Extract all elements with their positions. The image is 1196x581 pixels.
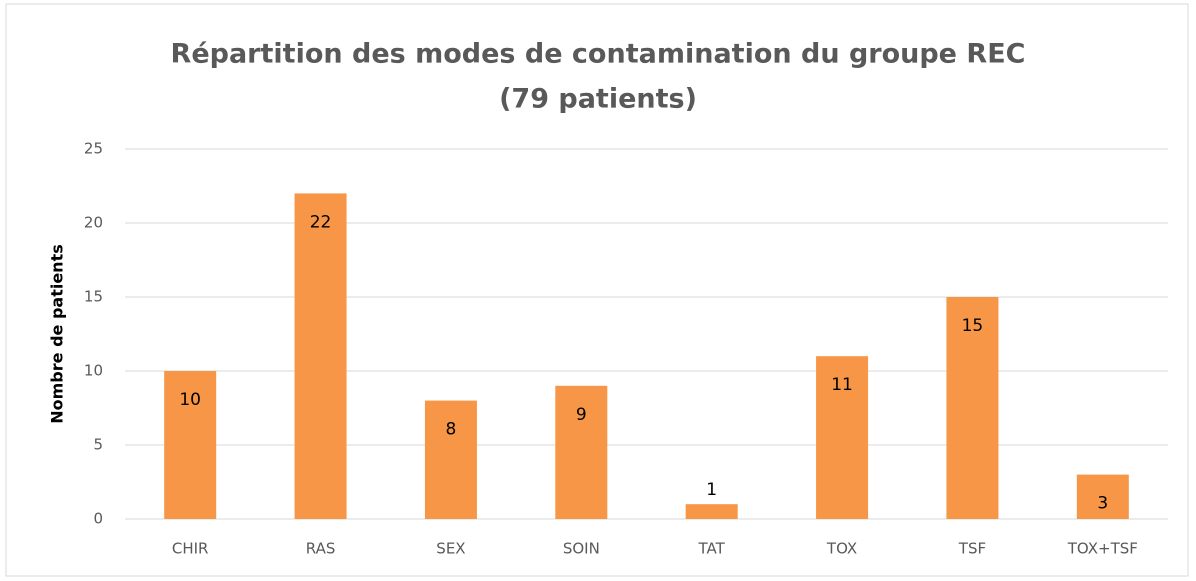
x-tick-label: CHIR [172, 540, 209, 558]
bar [685, 504, 738, 519]
y-tick-label: 25 [84, 140, 103, 158]
y-tick-label: 20 [84, 214, 103, 232]
x-tick-label: SOIN [563, 540, 600, 558]
bar [424, 400, 477, 519]
data-label: 1 [706, 480, 717, 500]
data-label: 3 [1097, 494, 1108, 514]
y-tick-label: 15 [84, 288, 103, 306]
data-label: 9 [576, 405, 587, 425]
data-label: 11 [831, 375, 853, 395]
x-tick-label: TOX [826, 540, 857, 558]
bar [816, 356, 869, 519]
x-tick-label: SEX [436, 540, 465, 558]
y-tick-label: 0 [93, 510, 103, 528]
data-label: 15 [962, 316, 984, 336]
y-tick-label: 5 [93, 436, 103, 454]
chart-title: Répartition des modes de contamination d… [171, 39, 1026, 70]
bar [164, 371, 217, 519]
y-tick-label: 10 [84, 362, 103, 380]
x-tick-label: TAT [698, 540, 726, 558]
y-axis-label: Nombre de patients [48, 244, 67, 424]
data-label: 8 [446, 420, 457, 440]
chart-title: (79 patients) [499, 84, 697, 115]
x-tick-label: TSF [958, 540, 986, 558]
bar [1076, 474, 1129, 519]
data-label: 10 [179, 390, 201, 410]
bar [294, 193, 347, 519]
x-tick-label: RAS [306, 540, 336, 558]
data-label: 22 [310, 212, 332, 232]
x-tick-label: TOX+TSF [1067, 540, 1138, 558]
bar [946, 297, 999, 519]
bar [555, 385, 608, 519]
